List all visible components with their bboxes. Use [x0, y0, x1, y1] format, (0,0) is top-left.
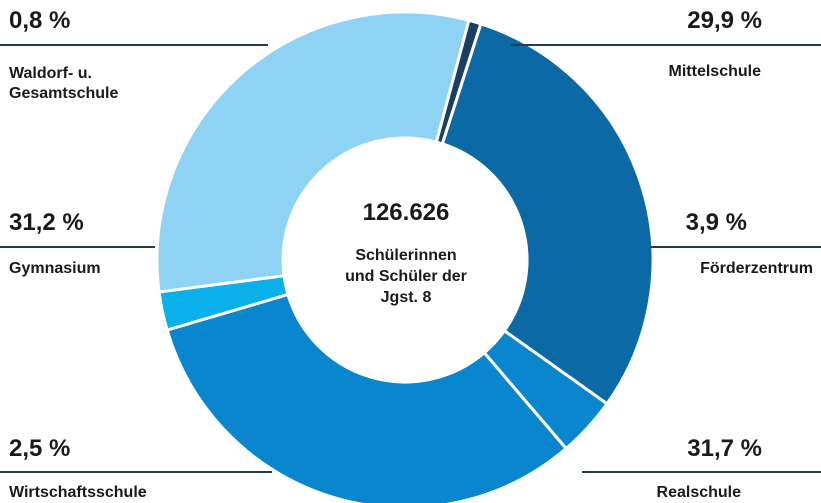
category-label-gymnasium: Gymnasium: [9, 260, 101, 277]
category-label-realschule: Realschule: [656, 484, 741, 501]
value-label-waldorf: 0,8 %: [9, 7, 71, 34]
value-label-mittelschule: 29,9 %: [687, 7, 762, 34]
leader-line-wirtschaftsschule: [0, 471, 272, 473]
slice-waldorf: [434, 18, 483, 146]
value-label-gymnasium: 31,2 %: [9, 209, 84, 236]
slice-gymnasium: [155, 10, 471, 294]
value-label-foerderzentrum: 3,9 %: [685, 209, 747, 236]
category-label-waldorf: Waldorf- u. Gesamtschule: [9, 65, 119, 102]
value-label-realschule: 31,7 %: [687, 435, 762, 462]
center-total: 126.626: [362, 199, 450, 226]
center-caption: Schülerinnen und Schüler der Jgst. 8: [345, 247, 467, 306]
leader-line-mittelschule: [511, 44, 821, 46]
slice-realschule: [165, 292, 569, 503]
leader-line-foerderzentrum: [650, 246, 821, 248]
category-label-foerderzentrum: Förderzentrum: [700, 260, 813, 277]
slice-mittelschule: [440, 21, 655, 406]
leader-line-gymnasium: [0, 246, 155, 248]
value-label-wirtschaftsschule: 2,5 %: [9, 435, 71, 462]
category-label-mittelschule: Mittelschule: [668, 63, 761, 80]
leader-line-waldorf: [0, 44, 268, 46]
category-label-wirtschaftsschule: Wirtschaftsschule: [9, 484, 147, 501]
leader-line-realschule: [582, 471, 821, 473]
